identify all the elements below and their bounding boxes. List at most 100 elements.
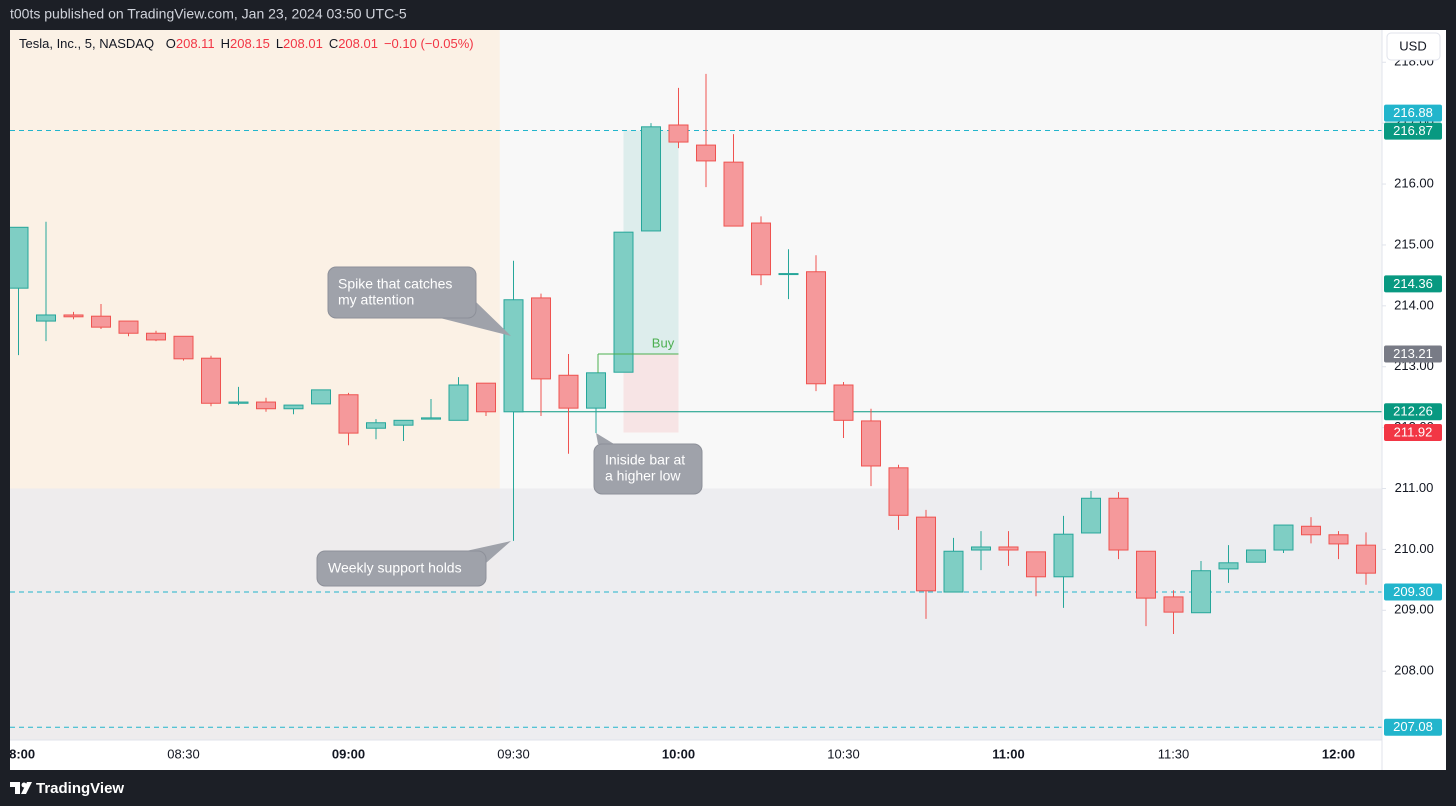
buy-label: Buy [652,335,675,350]
legend-field-value: 208.01 [338,36,378,51]
candle-body [1356,544,1376,574]
price-badge [1384,718,1442,736]
price-badge-label: 209.30 [1393,584,1433,599]
candle-body [558,374,579,409]
candle-body [998,546,1019,551]
candle-body [943,550,964,593]
candle-body [503,299,524,413]
x-tick-label: 11:30 [1158,746,1190,761]
currency[interactable]: USD [1399,38,1426,53]
plot: Buy [10,30,1382,740]
candle-body [338,394,359,434]
candle-body [1163,596,1184,613]
y-tick-label: 210.00 [1394,541,1434,556]
candle-body [91,315,111,328]
x-tick-label: 08:00 [2,746,35,761]
currency-button[interactable] [1386,32,1441,61]
candle-body [1301,525,1321,536]
candle-body [586,372,606,409]
callout-text: Iniside bar at [605,452,685,468]
candle-body [971,546,991,551]
callout-text: Spike that catches [338,276,452,292]
candle-body [256,401,276,410]
candle-body [916,516,936,592]
callout-text: my attention [338,292,414,308]
price-badge [1384,122,1442,140]
price-badge [1384,345,1442,363]
candle-body [36,314,56,322]
y-tick-label: 211.00 [1395,480,1434,495]
legend: Tesla, Inc., 5, NASDAQ O208.11 H208.15 L20… [19,36,474,51]
x-ticks: 08:00 08:30 09:00 09:30 10:00 10:30 11:00 11:30… [2,746,1355,761]
x-tick-label: 10:30 [827,746,860,761]
candle-body [366,422,386,429]
y-tick-label: 214.00 [1394,297,1434,312]
candle-body [668,124,689,143]
callout-box [327,266,477,319]
legend-field-label: O [166,36,176,51]
candle-body [1053,533,1074,578]
legend-change: −0.10 (−0.05%) [384,36,474,51]
callout-tail [596,433,614,444]
candle-body [641,126,661,232]
price-badge-label: 216.88 [1393,105,1433,120]
price-badge [1384,583,1442,601]
support-zone [10,488,1382,740]
brand: TradingView [36,780,124,797]
y-tick-label: 216.00 [1394,175,1434,190]
y-tick-label: 208.00 [1394,663,1434,678]
price-badge [1384,403,1442,421]
candle-body [778,273,799,276]
candle-body [531,297,551,380]
candle-body [311,389,331,405]
x-tick-label: 11:00 [992,746,1025,761]
candle-body [696,144,716,162]
candle-body [1273,524,1294,551]
brand-logo [10,782,32,794]
price-badge-label: 214.36 [1393,276,1433,291]
y-tick-label: 209.00 [1394,602,1434,617]
candle-body [1108,497,1129,551]
candle-body [10,226,29,289]
candle-body [393,419,414,426]
candle-body [63,314,84,318]
candle-body [1026,551,1046,578]
candle-body [861,420,881,467]
legend-field-value: 208.15 [230,36,270,51]
candle-body [201,357,221,404]
candle-body [1191,570,1211,614]
price-badge [1384,104,1442,122]
x-tick-label: 08:30 [167,746,200,761]
candle-body [806,271,826,385]
callout: Iniside bar ata higher low [593,433,703,495]
time-axis [10,740,1382,770]
price-badge [1384,275,1442,293]
x-tick-label: 09:00 [332,746,365,761]
candle-body [283,404,304,410]
candle-body [173,335,194,360]
price-badge-label: 216.87 [1393,123,1433,138]
candle-body [146,332,166,341]
price-badge-label: 211.92 [1394,424,1433,439]
legend-field-value: 208.01 [283,36,323,51]
candle-body [228,401,249,404]
candle-body [476,382,496,413]
price-axis [1382,30,1446,770]
candle-body [613,231,634,373]
candle-body [118,320,139,334]
candle-body [888,467,909,516]
candle-body [1081,497,1101,534]
candle-body [1246,549,1266,563]
publish-info: t00ts published on TradingView.com, Jan … [10,6,407,22]
legend-field-value: 208.11 [176,36,215,51]
legend-field-label: C [329,36,338,51]
callout: Weekly support holds [316,541,511,587]
candle-body [1328,534,1349,545]
candle-body [1218,562,1239,570]
axes: 208.00209.00210.00211.00212.00213.00214.… [2,54,1434,762]
callout-box [593,443,703,495]
price-badge [1384,423,1442,441]
price-badge-label: 213.21 [1393,346,1433,361]
